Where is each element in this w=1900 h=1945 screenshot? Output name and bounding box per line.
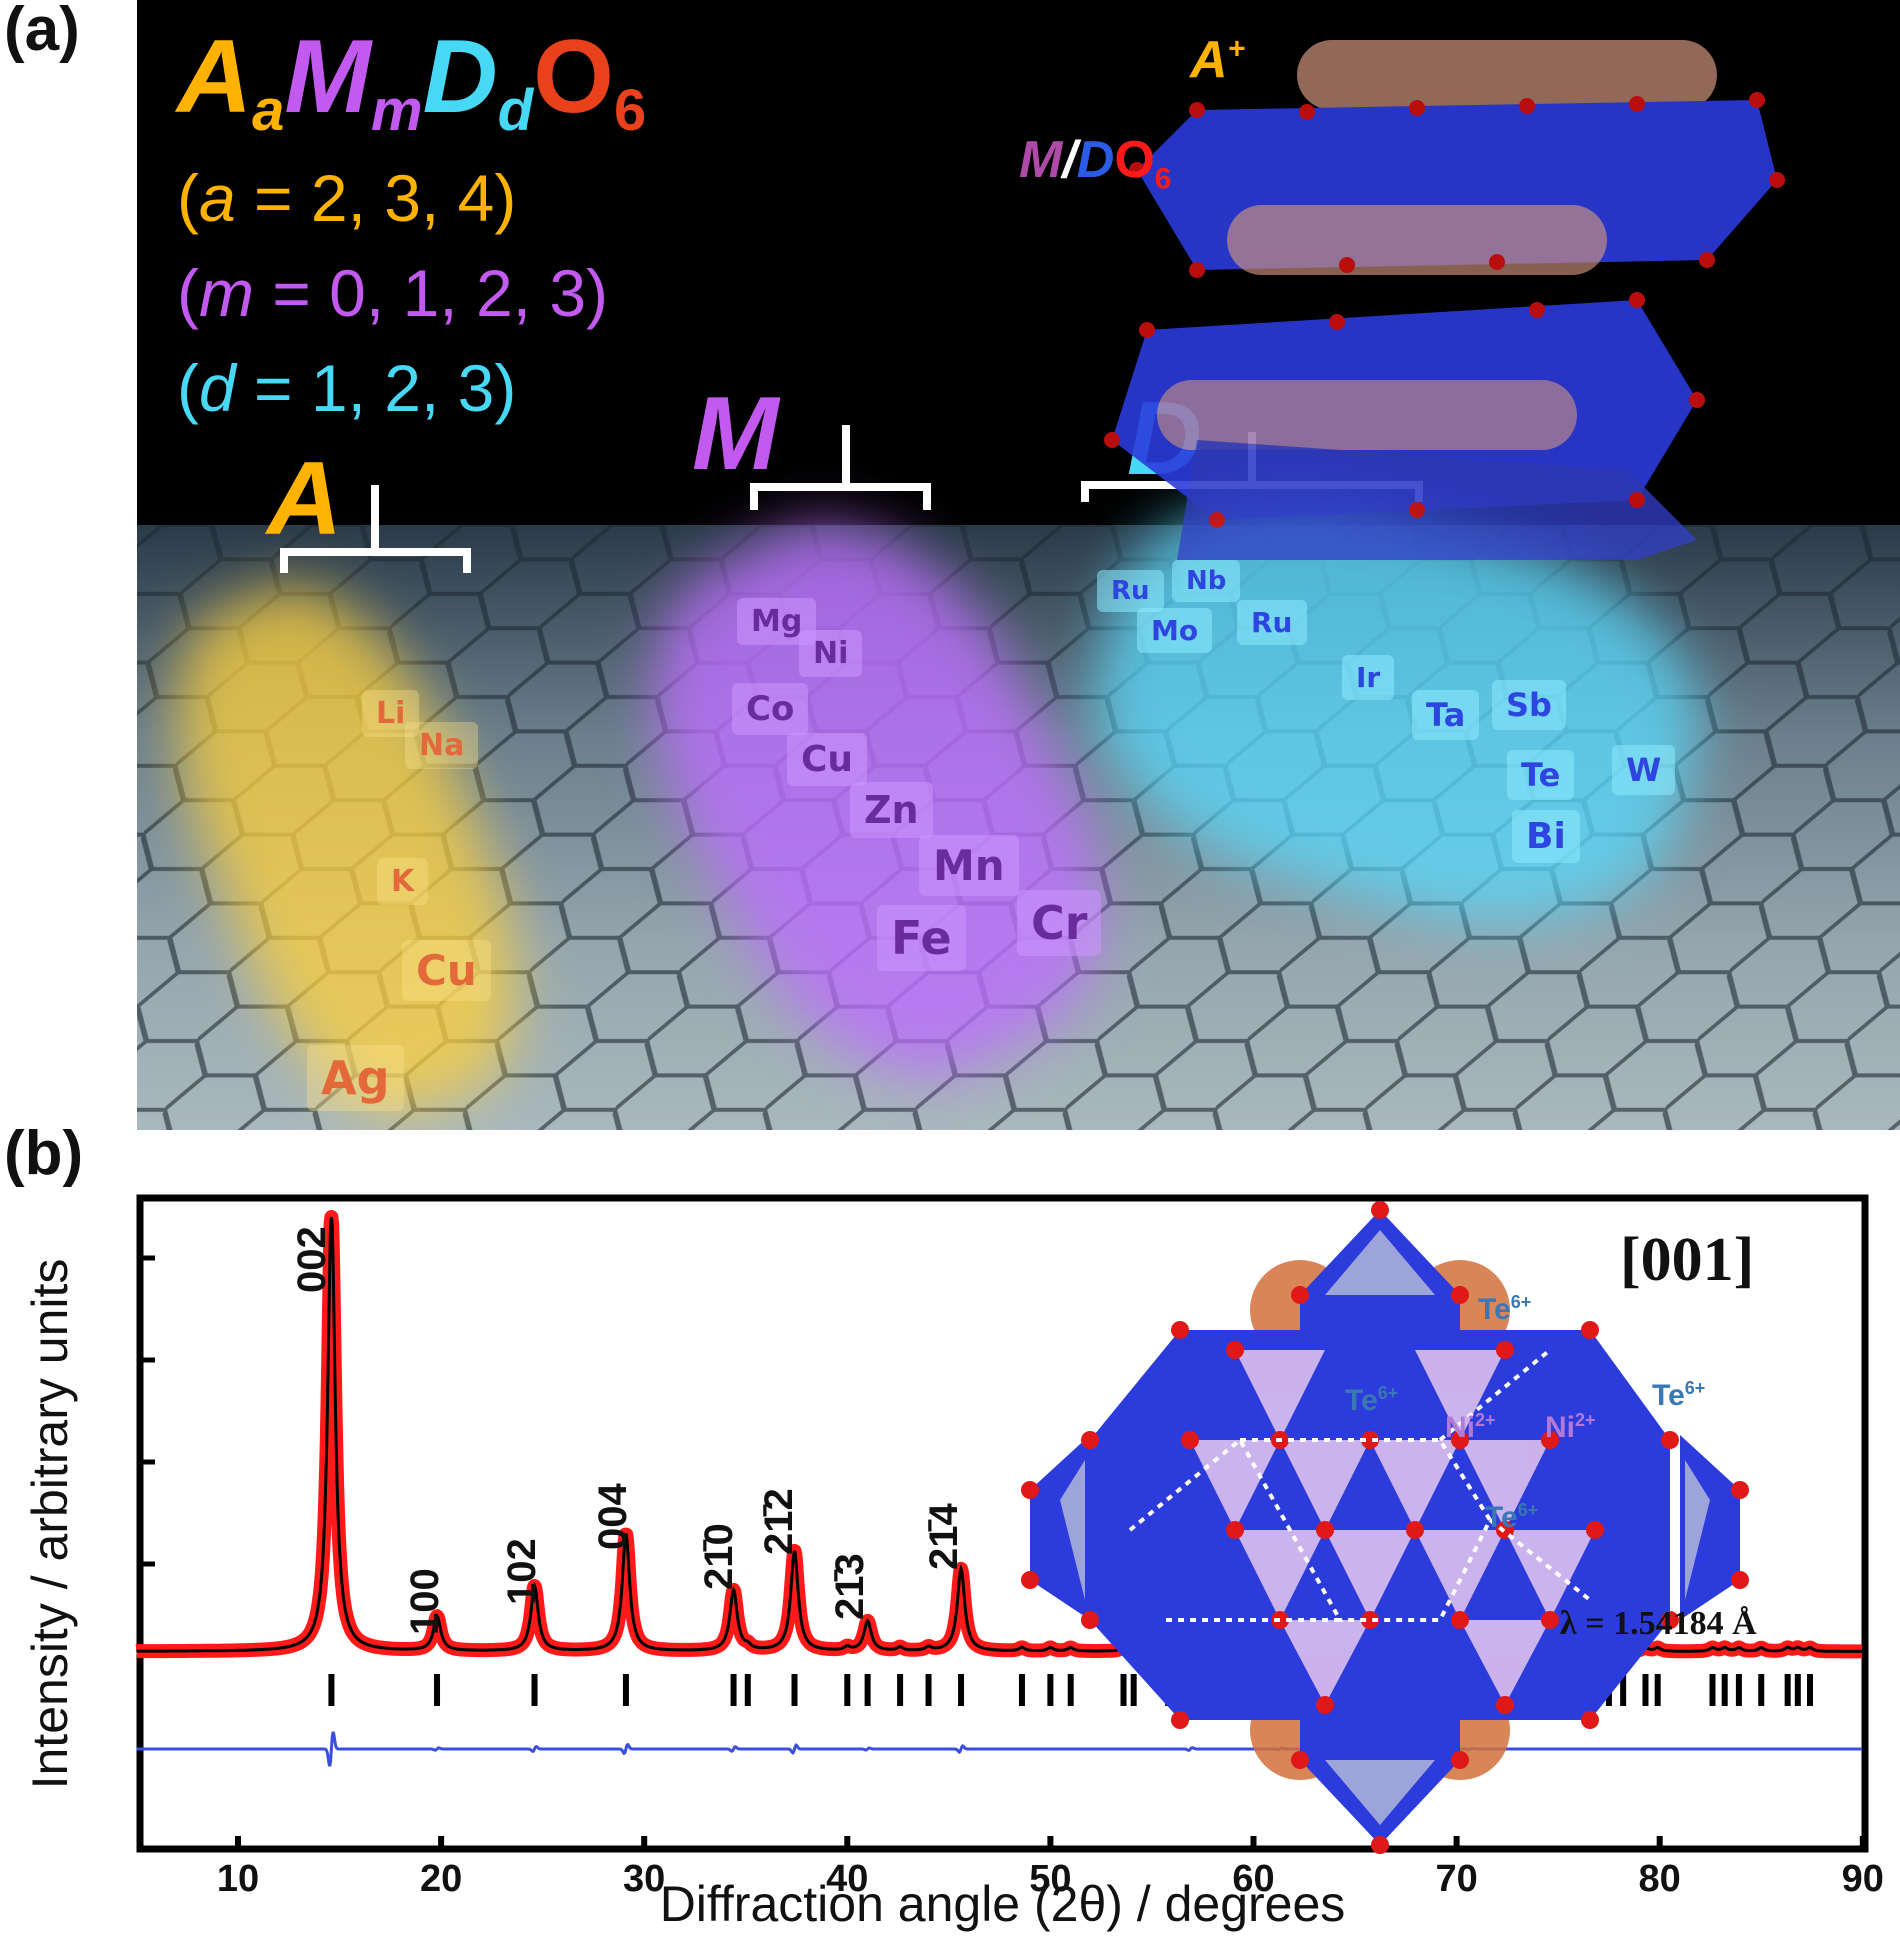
m-bracket-letter: M xyxy=(692,376,779,492)
condition-a: (a = 2, 3, 4) xyxy=(177,161,517,235)
layered-crystal-structure xyxy=(1104,40,1785,560)
x-tick-label: 70 xyxy=(1435,1858,1478,1900)
ni-ion-label: Ni2+ xyxy=(1545,1410,1596,1444)
a-element-tile: Cu xyxy=(402,940,491,1001)
panel-b-label: (b) xyxy=(4,1119,84,1188)
hkl-label-2-10: 21̄0 xyxy=(697,1523,741,1590)
a-bracket-letter: A xyxy=(267,441,343,557)
x-tick-label: 90 xyxy=(1841,1858,1884,1900)
d-element-tile: Te xyxy=(1507,750,1575,800)
x-tick-label: 60 xyxy=(1232,1858,1275,1900)
hkl-label-2-14: 21̄4 xyxy=(922,1503,966,1570)
a-element-tile: Ag xyxy=(307,1045,404,1111)
condition-m: (m = 0, 1, 2, 3) xyxy=(177,256,609,330)
d-element-tile: Ru xyxy=(1097,570,1164,612)
m-element-tile: Cr xyxy=(1017,890,1102,956)
m-element-tile: Mg xyxy=(737,598,817,645)
x-axis-label: Diffraction angle (2θ) / degrees xyxy=(659,1876,1346,1932)
hkl-label-100: 100 xyxy=(403,1568,447,1635)
a-element-tile: Li xyxy=(362,690,420,737)
x-tick-label: 30 xyxy=(623,1858,666,1900)
d-element-tile: Ta xyxy=(1412,690,1480,740)
d-element-tile: Mo xyxy=(1137,608,1213,653)
d-element-tile: Nb xyxy=(1172,560,1241,602)
m-element-tile: Cu xyxy=(787,733,868,786)
md-octahedra-label: M/DO6 xyxy=(1019,131,1172,196)
ni-ion-label: Ni2+ xyxy=(1445,1410,1496,1444)
x-ticks xyxy=(235,1836,1866,1846)
d-element-tile: Bi xyxy=(1512,810,1580,863)
m-element-tile: Ni xyxy=(799,630,863,677)
panel-a-label: (a) xyxy=(4,0,80,64)
a-element-tile: K xyxy=(377,858,429,905)
panel-a-illustration: AaMmDdO6 (a = 2, 3, 4) (m = 0, 1, 2, 3) … xyxy=(137,0,1900,1130)
hkl-label-102: 102 xyxy=(500,1538,544,1605)
te-ion-label: Te6+ xyxy=(1652,1378,1706,1412)
x-tick-label: 40 xyxy=(826,1858,869,1900)
a-element-tile: Na xyxy=(405,722,479,769)
inset-001-projection xyxy=(1021,1201,1749,1854)
d-element-tile: Sb xyxy=(1492,680,1566,730)
hkl-label-004: 004 xyxy=(591,1483,635,1550)
y-ticks xyxy=(143,1255,155,1567)
m-element-tile: Mn xyxy=(919,835,1019,896)
x-tick-label: 50 xyxy=(1029,1858,1072,1900)
x-tick-label: 20 xyxy=(419,1858,463,1900)
y-axis-label: Intensity / arbitrary units xyxy=(22,1258,78,1790)
x-tick-label: 10 xyxy=(216,1858,260,1900)
te-ion-label: Te6+ xyxy=(1485,1500,1539,1534)
plot-frame xyxy=(136,1194,1869,1853)
general-formula: AaMmDdO6 xyxy=(177,19,647,143)
condition-d: (d = 1, 2, 3) xyxy=(177,351,517,425)
te-ion-label: Te6+ xyxy=(1345,1383,1399,1417)
d-element-tile: Ir xyxy=(1342,655,1395,700)
hkl-label-002: 002 xyxy=(290,1226,334,1293)
zone-axis-label: [001] xyxy=(1620,1226,1755,1294)
m-element-tile: Fe xyxy=(877,905,966,971)
difference-curve xyxy=(136,1731,1862,1767)
hkl-label-2-13: 21̄3 xyxy=(828,1553,872,1620)
te-ion-label: Te6+ xyxy=(1478,1292,1532,1326)
m-element-tile: Co xyxy=(732,683,809,735)
d-element-tile: W xyxy=(1612,745,1676,795)
m-element-tile: Zn xyxy=(850,782,933,838)
x-tick-label: 80 xyxy=(1638,1858,1681,1900)
hkl-label-2-12: 21̄2 xyxy=(757,1488,801,1555)
wavelength-annotation: λ = 1.54184 Å xyxy=(1560,1605,1757,1642)
d-element-tile: Ru xyxy=(1237,600,1307,645)
a-cation-label: A+ xyxy=(1190,31,1246,89)
